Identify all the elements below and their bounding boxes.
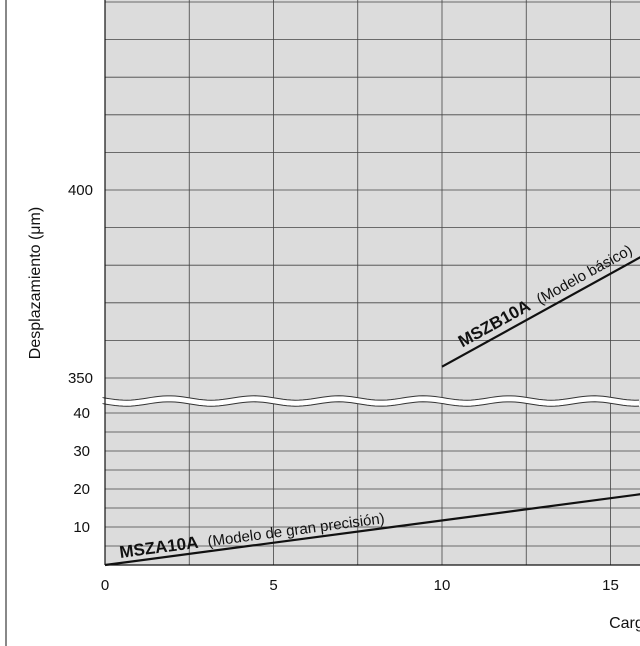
y-axis-title: Desplazamiento (μm) [27,207,44,359]
y-tick-label: 400 [68,182,93,199]
series-lines [104,256,640,567]
x-axis-title: Carga (N) [609,615,640,632]
y-tick-label: 350 [68,370,93,387]
axis-break-band [103,395,640,407]
plot-area [105,0,640,565]
y-tick-label: 30 [73,443,90,460]
axis-break-line-bottom [102,401,640,407]
grid [105,0,640,565]
x-tick-label: 0 [101,577,109,594]
axis-break-line-top [102,395,640,401]
tick-labels: 05101520253010203040350400 [68,182,619,594]
x-tick-label: 15 [602,577,619,594]
y-tick-label: 10 [73,519,90,536]
x-tick-label: 10 [434,577,451,594]
series-line-msza10a [104,493,640,567]
x-tick-label: 5 [269,577,277,594]
y-tick-label: 40 [73,405,90,422]
y-tick-label: 20 [73,481,90,498]
series-line-mszb10a [441,256,640,368]
